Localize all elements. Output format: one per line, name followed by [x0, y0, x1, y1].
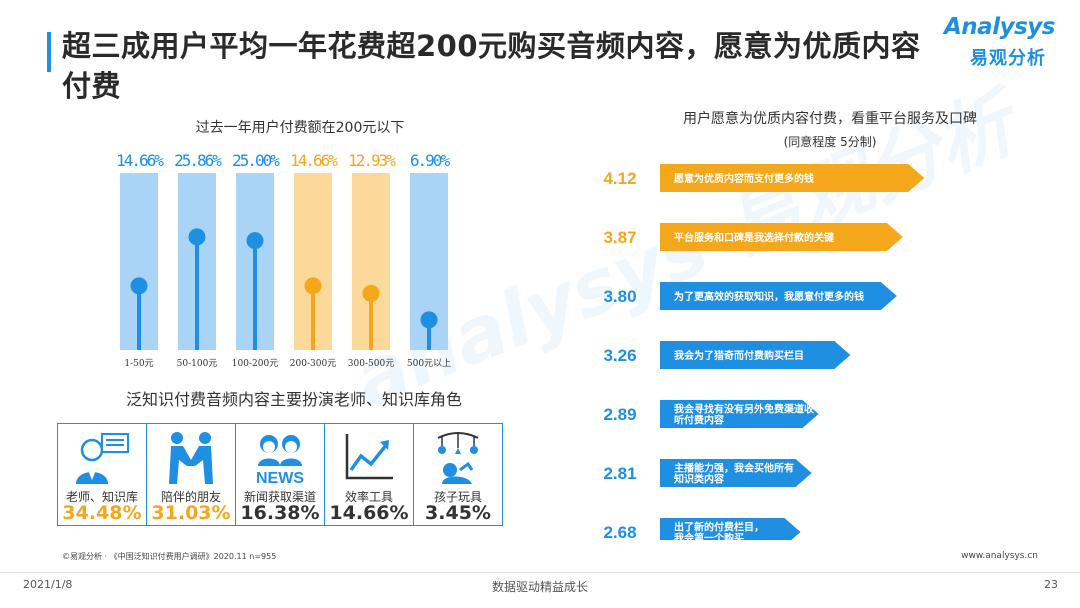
role-card-tool: 效率工具 14.66%	[325, 424, 414, 525]
data-label: 25.86%	[174, 151, 222, 170]
page-title: 超三成用户平均一年花费超200元购买音频内容，愿意为优质内容付费	[62, 29, 921, 103]
role-label: 新闻获取渠道	[243, 490, 316, 504]
bar-point	[304, 277, 322, 295]
score-category-label: 我会寻找有没有另外免费渠道收听付费内容	[674, 403, 814, 427]
role-value: 34.48%	[62, 502, 142, 524]
category-label: 100-200元	[232, 359, 278, 369]
spend-bar-chart: 14.66% 1-50元 25.86% 50-100元 25.00% 100-200元 14…	[116, 151, 452, 369]
data-label: 14.66%	[290, 151, 338, 170]
score-value: 4.12	[603, 169, 636, 188]
score-category-line: 出了新的付费栏目，	[674, 521, 764, 534]
score-arrow-bar	[660, 341, 851, 369]
svg-text:NEWS: NEWS	[256, 470, 304, 486]
score-category-label: 主播能力强，我会买他所有知识类内容	[673, 462, 794, 486]
logo-english: Analysys	[944, 14, 1055, 40]
role-value: 3.45%	[425, 502, 491, 524]
score-category-line: 主播能力强，我会买他所有	[674, 462, 794, 475]
score-arrow-bar	[660, 459, 812, 487]
score-category-line: 为了更高效的获取知识，我愿意付更多的钱	[674, 290, 864, 303]
agreement-score-chart: 4.12 愿意为优质内容而支付更多的钱 3.87 平台服务和口碑是我选择付款的关键 3.…	[603, 164, 925, 541]
news-icon: NEWS	[256, 435, 304, 486]
score-value: 3.87	[603, 228, 636, 247]
role-card-news: NEWS 新闻获取渠道 16.38%	[236, 424, 325, 525]
data-label: 12.93%	[348, 151, 396, 170]
score-arrow-bar	[660, 223, 903, 251]
category-label: 50-100元	[177, 359, 218, 369]
role-label: 孩子玩具	[433, 490, 482, 504]
score-value: 3.26	[603, 346, 636, 365]
logo-chinese: 易观分析	[970, 48, 1046, 69]
footer-divider	[0, 572, 1080, 573]
analysys-logo: Analysys 易观分析	[944, 14, 1055, 74]
footer-slogan: 数据驱动精益成长	[491, 580, 588, 594]
category-label: 1-50元	[124, 359, 153, 369]
role-value: 31.03%	[151, 502, 231, 524]
baby-mobile-icon	[437, 432, 479, 484]
role-value: 14.66%	[329, 502, 409, 524]
bar-point	[420, 311, 438, 329]
score-category-line: 我会第一个购买	[674, 532, 744, 541]
trend-chart-icon	[345, 434, 393, 480]
bar-point	[246, 232, 264, 250]
title-accent-bar	[47, 32, 51, 72]
score-category-line: 听付费内容	[674, 414, 724, 427]
role-card-toy: 孩子玩具 3.45%	[414, 424, 502, 525]
score-category-label: 愿意为优质内容而支付更多的钱	[674, 172, 814, 185]
score-category-line: 知识类内容	[673, 473, 724, 486]
left-chart-title: 过去一年用户付费额在200元以下	[195, 120, 405, 136]
score-arrow-bar	[660, 518, 801, 540]
bar-point	[188, 228, 206, 246]
score-category-label: 我会为了猎奇而付费购买栏目	[674, 349, 804, 362]
score-category-label: 出了新的付费栏目，我会第一个购买	[674, 521, 764, 541]
roles-section-title: 泛知识付费音频内容主要扮演老师、知识库角色	[125, 390, 462, 409]
score-category-line: 愿意为优质内容而支付更多的钱	[674, 172, 814, 185]
category-label: 300-500元	[348, 359, 394, 369]
role-label: 老师、知识库	[65, 490, 138, 504]
score-category-label: 为了更高效的获取知识，我愿意付更多的钱	[674, 290, 864, 303]
score-category-line: 我会为了猎奇而付费购买栏目	[674, 349, 804, 362]
page-number: 23	[1044, 578, 1058, 591]
role-label: 陪伴的朋友	[160, 490, 221, 504]
category-label: 500元以上	[407, 358, 451, 369]
handshake-icon	[169, 432, 213, 484]
score-arrow-bar	[660, 164, 925, 192]
role-card-friend: 陪伴的朋友 31.03%	[147, 424, 236, 525]
footer-date: 2021/1/8	[23, 578, 73, 591]
role-label: 效率工具	[344, 490, 393, 504]
score-arrow-bar	[660, 282, 897, 310]
website-url: www.analysys.cn	[961, 551, 1038, 561]
teacher-icon	[76, 433, 129, 484]
bar-point	[362, 284, 380, 302]
right-chart-title: 用户愿意为优质内容付费，看重平台服务及口碑	[683, 111, 977, 127]
score-category-line: 平台服务和口碑是我选择付款的关键	[674, 231, 835, 244]
data-label: 25.00%	[232, 151, 280, 170]
data-label: 6.90%	[410, 151, 451, 170]
source-note: ©易观分析 · 《中国泛知识付费用户调研》2020.11 n=955	[62, 552, 277, 561]
roles-panel: 老师、知识库 34.48% 陪伴的朋友 31.03% NEWS 新闻获取渠道 1…	[57, 423, 503, 526]
data-label: 14.66%	[116, 151, 164, 170]
role-value: 16.38%	[240, 502, 320, 524]
role-card-teacher: 老师、知识库 34.48%	[58, 424, 147, 525]
score-value: 2.89	[603, 405, 636, 424]
category-label: 200-300元	[290, 359, 336, 369]
score-value: 2.68	[603, 523, 636, 540]
right-chart-subtitle: (同意程度 5分制)	[783, 135, 877, 149]
bar-point	[130, 277, 148, 295]
score-category-label: 平台服务和口碑是我选择付款的关键	[674, 231, 835, 244]
score-arrow-bar	[660, 400, 819, 428]
score-category-line: 我会寻找有没有另外免费渠道收	[674, 403, 814, 416]
score-value: 3.80	[603, 287, 636, 306]
score-value: 2.81	[603, 464, 636, 483]
